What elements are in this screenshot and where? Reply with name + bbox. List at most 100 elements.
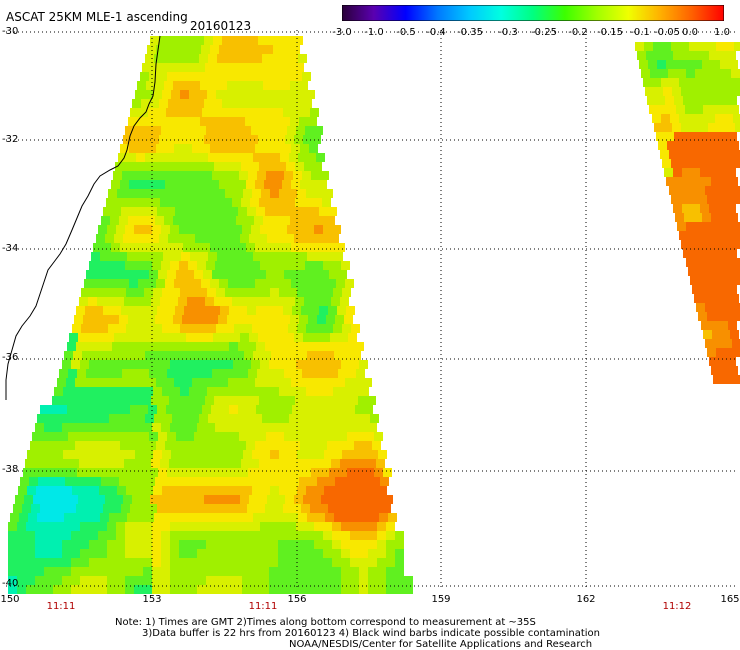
swath-cell [127,252,136,261]
swath-cell [215,558,224,567]
swath-cell [49,405,58,414]
swath-cell [130,306,139,315]
swath-cell [306,486,315,495]
swath-cell [694,294,703,303]
swath-cell [96,234,105,243]
swath-cell [717,123,726,132]
swath-cell [326,477,335,486]
swath-cell [116,225,125,234]
swath-cell [712,294,721,303]
swath-cell [141,99,150,108]
swath-cell [332,522,341,531]
swath-cell [298,351,307,360]
swath-cell [17,549,26,558]
swath-cell [705,339,714,348]
swath-cell [320,171,329,180]
swath-cell [216,324,225,333]
swath-cell [178,459,187,468]
swath-cell [654,123,663,132]
swath-cell [711,60,720,69]
swath-cell [660,150,669,159]
swath-cell [188,423,197,432]
swath-cell [262,153,271,162]
swath-cell [337,306,346,315]
swath-cell [170,585,179,594]
swath-cell [309,378,318,387]
swath-cell [244,351,253,360]
swath-cell [102,441,111,450]
swath-cell [59,432,68,441]
swath-cell [666,177,675,186]
swath-cell [39,441,48,450]
swath-cell [675,60,684,69]
swath-cell [179,126,188,135]
swath-cell [325,513,334,522]
swath-cell [196,297,205,306]
swath-cell [693,213,702,222]
swath-cell [347,432,356,441]
swath-cell [180,387,189,396]
swath-cell [153,387,162,396]
swath-cell [350,585,359,594]
swath-cell [85,504,94,513]
swath-cell [258,234,267,243]
swath-cell [370,513,379,522]
swath-cell [707,42,716,51]
swath-cell [91,513,100,522]
swath-cell [708,87,717,96]
swath-cell [172,54,181,63]
swath-cell [107,261,116,270]
swath-cell [106,198,115,207]
swath-cell [348,333,357,342]
swath-cell [308,216,317,225]
swath-cell [312,333,321,342]
swath-cell [352,351,361,360]
swath-cell [89,540,98,549]
swath-cell [224,360,233,369]
swath-cell [368,540,377,549]
swath-cell [367,396,376,405]
swath-cell [357,495,366,504]
swath-cell [63,387,72,396]
swath-cell [196,63,205,72]
swath-cell [281,216,290,225]
swath-cell [269,540,278,549]
swath-cell [717,276,726,285]
swath-cell [177,135,186,144]
swath-cell [225,486,234,495]
swath-cell [160,198,169,207]
swath-cell [252,90,261,99]
swath-cell [251,531,260,540]
swath-cell [215,423,224,432]
swath-cell [256,207,265,216]
swath-cell [70,396,79,405]
swath-cell [145,414,154,423]
swath-cell [257,171,266,180]
swath-cell [308,117,317,126]
swath-cell [695,69,704,78]
swath-cell [674,132,683,141]
swath-cell [714,150,723,159]
swath-cell [74,315,83,324]
swath-cell [151,396,160,405]
swath-cell [197,540,206,549]
swath-cell [233,126,242,135]
swath-cell [100,252,109,261]
swath-cell [271,414,280,423]
swath-cell [17,522,26,531]
swath-cell [165,279,174,288]
swath-cell [271,351,280,360]
swath-cell [188,522,197,531]
swath-cell [197,576,206,585]
swath-cell [109,252,118,261]
swath-cell [356,468,365,477]
swath-cell [214,297,223,306]
swath-cell [223,459,232,468]
swath-cell [226,351,235,360]
map-title: ASCAT 25KM MLE-1 ascending [6,10,188,24]
swath-cell [108,486,117,495]
swath-cell [31,504,40,513]
swath-cell [80,522,89,531]
swath-cell [701,96,710,105]
swath-cell [280,252,289,261]
